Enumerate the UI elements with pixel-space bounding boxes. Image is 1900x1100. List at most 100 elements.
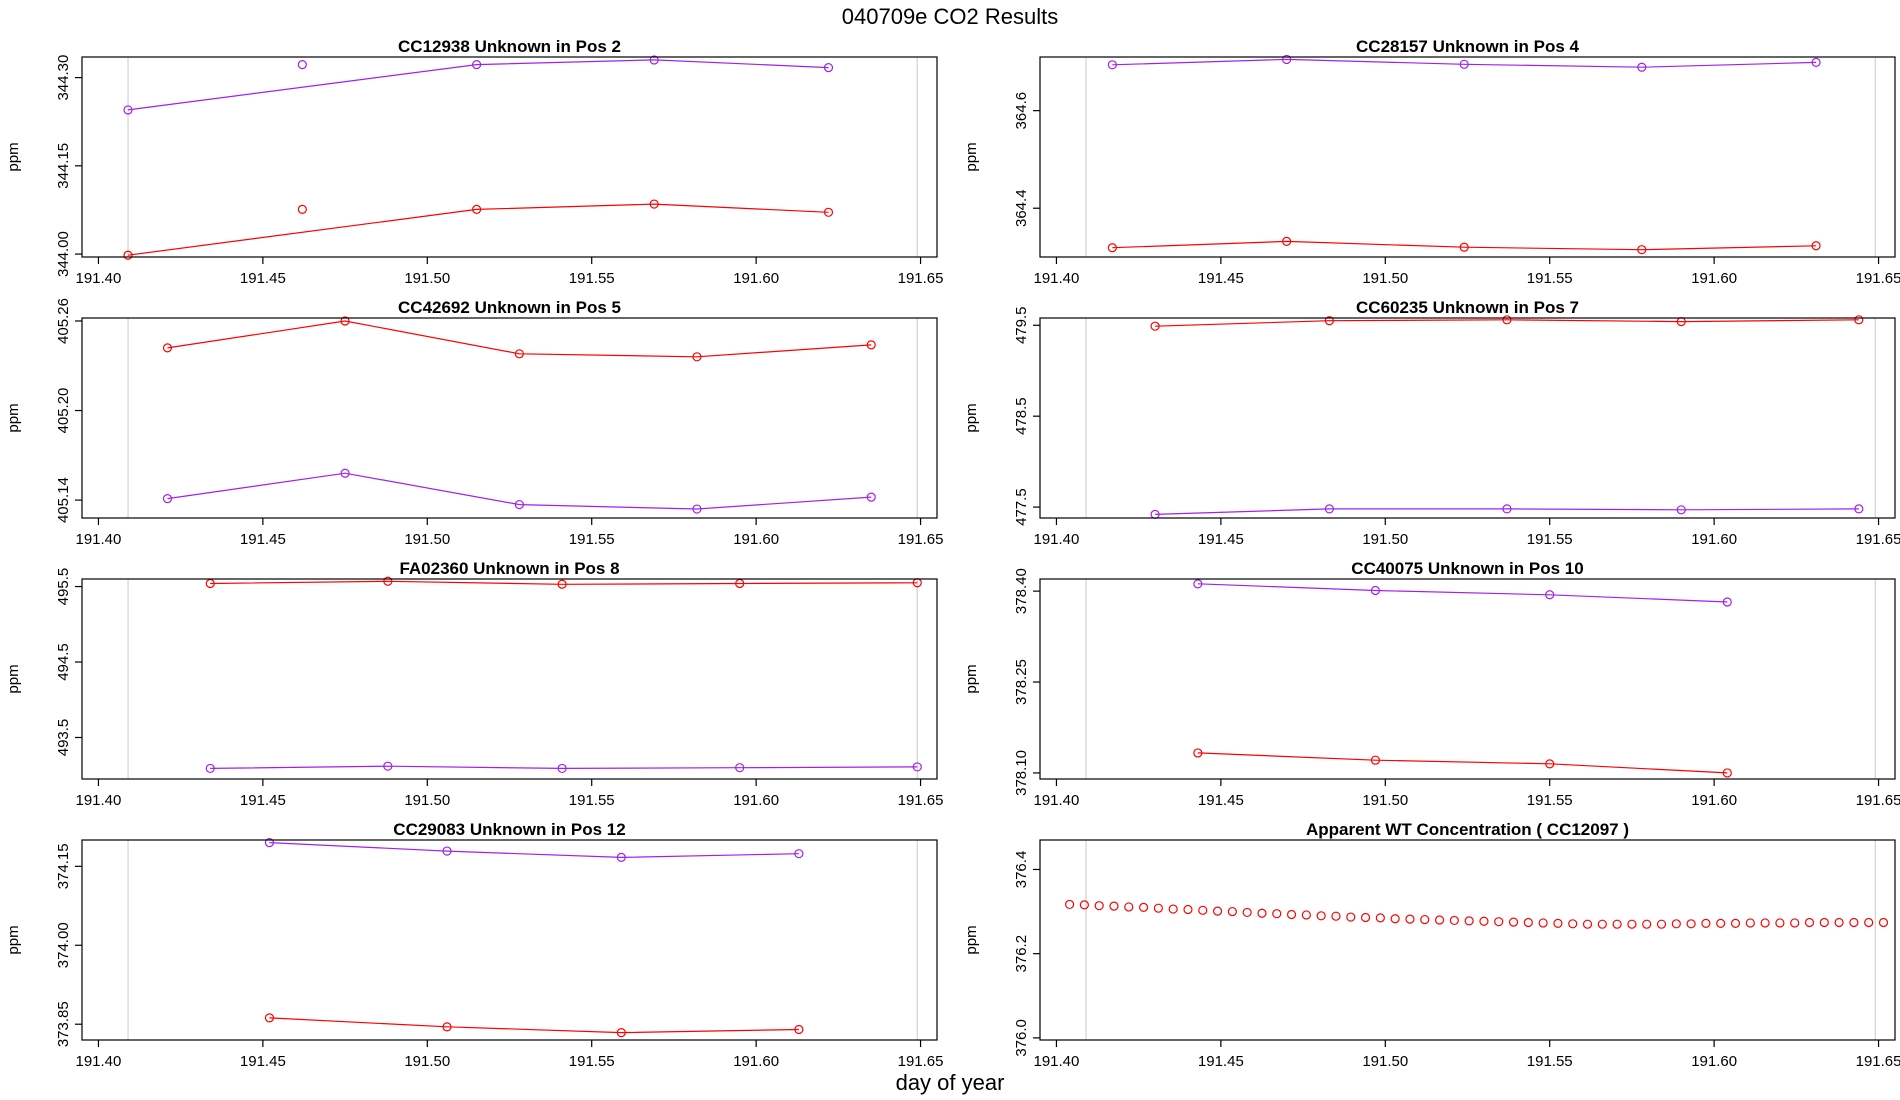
plot-frame xyxy=(1039,56,1896,258)
x-tick-label: 191.65 xyxy=(898,792,944,809)
y-tick-label: 405.14 xyxy=(55,477,72,523)
x-tick-label: 191.40 xyxy=(1033,531,1079,548)
data-point xyxy=(866,492,876,502)
x-tick-label: 191.60 xyxy=(733,531,779,548)
panel-title: FA02360 Unknown in Pos 8 xyxy=(399,559,619,578)
data-point xyxy=(514,349,524,359)
x-tick-label: 191.65 xyxy=(1856,270,1900,287)
data-point xyxy=(1138,902,1149,912)
chart-panel-5: FA02360 Unknown in Pos 8 191.40 191.45 191.… xyxy=(5,559,944,809)
data-point xyxy=(1370,585,1381,596)
series-line xyxy=(1197,752,1728,774)
data-point xyxy=(1811,241,1821,251)
plot-frame xyxy=(81,578,938,780)
data-point xyxy=(1346,912,1356,922)
data-point xyxy=(1686,919,1696,929)
x-tick-label: 191.45 xyxy=(240,792,286,809)
y-tick-label: 478.5 xyxy=(1013,397,1030,435)
data-point xyxy=(297,204,307,214)
data-point xyxy=(1301,910,1311,920)
series-line xyxy=(1197,583,1728,603)
data-point xyxy=(1597,919,1607,929)
x-tick-label: 191.55 xyxy=(1527,1053,1573,1070)
data-point xyxy=(1079,900,1089,910)
y-tick-label: 344.30 xyxy=(55,55,72,101)
panel-title: Apparent WT Concentration ( CC12097 ) xyxy=(1306,820,1629,839)
data-point xyxy=(1538,918,1548,928)
data-point xyxy=(1360,912,1371,923)
data-point xyxy=(735,763,745,773)
x-tick-label: 191.55 xyxy=(1527,792,1573,809)
y-tick-label: 493.5 xyxy=(55,719,72,757)
data-point xyxy=(1464,916,1474,926)
data-point xyxy=(649,55,659,65)
series-line xyxy=(127,203,829,256)
x-tick-label: 191.60 xyxy=(1691,531,1737,548)
series-line xyxy=(167,320,872,358)
data-point xyxy=(162,493,173,504)
x-tick-label: 191.60 xyxy=(1691,270,1737,287)
data-point xyxy=(1716,918,1726,928)
data-point xyxy=(1760,918,1770,928)
data-point xyxy=(1804,917,1815,928)
x-tick-label: 191.55 xyxy=(1527,531,1573,548)
data-point xyxy=(1568,919,1578,929)
data-point xyxy=(1198,905,1208,915)
data-point xyxy=(1094,901,1104,911)
data-point xyxy=(1282,236,1292,246)
y-axis-label: ppm xyxy=(5,403,22,432)
data-point xyxy=(1193,748,1203,758)
data-point xyxy=(1671,919,1681,929)
data-point xyxy=(1508,917,1519,927)
x-tick-label: 191.40 xyxy=(1033,270,1079,287)
x-tick-label: 191.50 xyxy=(404,270,450,287)
data-point xyxy=(123,250,133,260)
x-tick-label: 191.60 xyxy=(733,792,779,809)
x-tick-label: 191.60 xyxy=(1691,792,1737,809)
x-tick-label: 191.50 xyxy=(404,531,450,548)
y-tick-label: 344.00 xyxy=(55,231,72,277)
data-point xyxy=(1434,915,1445,925)
data-point xyxy=(1701,918,1711,928)
plot-frame xyxy=(81,317,938,519)
x-tick-label: 191.55 xyxy=(569,270,615,287)
chart-panel-6: CC40075 Unknown in Pos 10 191.40 191.45 191… xyxy=(963,559,1900,809)
x-tick-label: 191.55 xyxy=(569,1053,615,1070)
data-point xyxy=(1479,916,1489,926)
x-tick-label: 191.45 xyxy=(240,1053,286,1070)
data-point xyxy=(557,763,567,774)
series-line xyxy=(1155,319,1859,327)
chart-panel-8: Apparent WT Concentration ( CC12097 ) 191… xyxy=(963,820,1900,1070)
x-tick-label: 191.40 xyxy=(1033,792,1079,809)
y-tick-label: 378.10 xyxy=(1013,750,1030,796)
chart-panel-3: CC42692 Unknown in Pos 5 191.40 191.45 191.… xyxy=(5,298,944,548)
series-line xyxy=(127,59,829,111)
data-point xyxy=(1656,919,1667,929)
x-tick-label: 191.55 xyxy=(569,792,615,809)
x-tick-label: 191.45 xyxy=(240,531,286,548)
data-point xyxy=(1545,590,1555,600)
data-point xyxy=(557,579,567,589)
y-axis-label: ppm xyxy=(963,925,980,954)
data-point xyxy=(1637,245,1647,255)
data-point xyxy=(1420,914,1430,925)
x-tick-label: 191.60 xyxy=(1691,1053,1737,1070)
chart-panel-7: CC29083 Unknown in Pos 12 191.40 191.45 191… xyxy=(5,820,944,1070)
data-point xyxy=(866,340,876,350)
y-axis-label: ppm xyxy=(963,664,980,693)
x-tick-label: 191.40 xyxy=(75,531,121,548)
data-point xyxy=(340,468,350,478)
x-tick-label: 191.65 xyxy=(1856,792,1900,809)
data-point xyxy=(1459,242,1469,252)
chart-panel-1: CC12938 Unknown in Pos 2 191.40 191.45 191.… xyxy=(5,37,944,287)
x-tick-label: 191.55 xyxy=(569,531,615,548)
data-point xyxy=(1854,315,1864,325)
y-axis-label: ppm xyxy=(5,664,22,693)
series-line xyxy=(1112,240,1817,251)
data-point xyxy=(472,204,482,214)
y-tick-label: 495.5 xyxy=(55,568,72,606)
data-point xyxy=(1864,917,1874,928)
data-point xyxy=(1676,505,1686,515)
data-point xyxy=(1370,755,1381,765)
